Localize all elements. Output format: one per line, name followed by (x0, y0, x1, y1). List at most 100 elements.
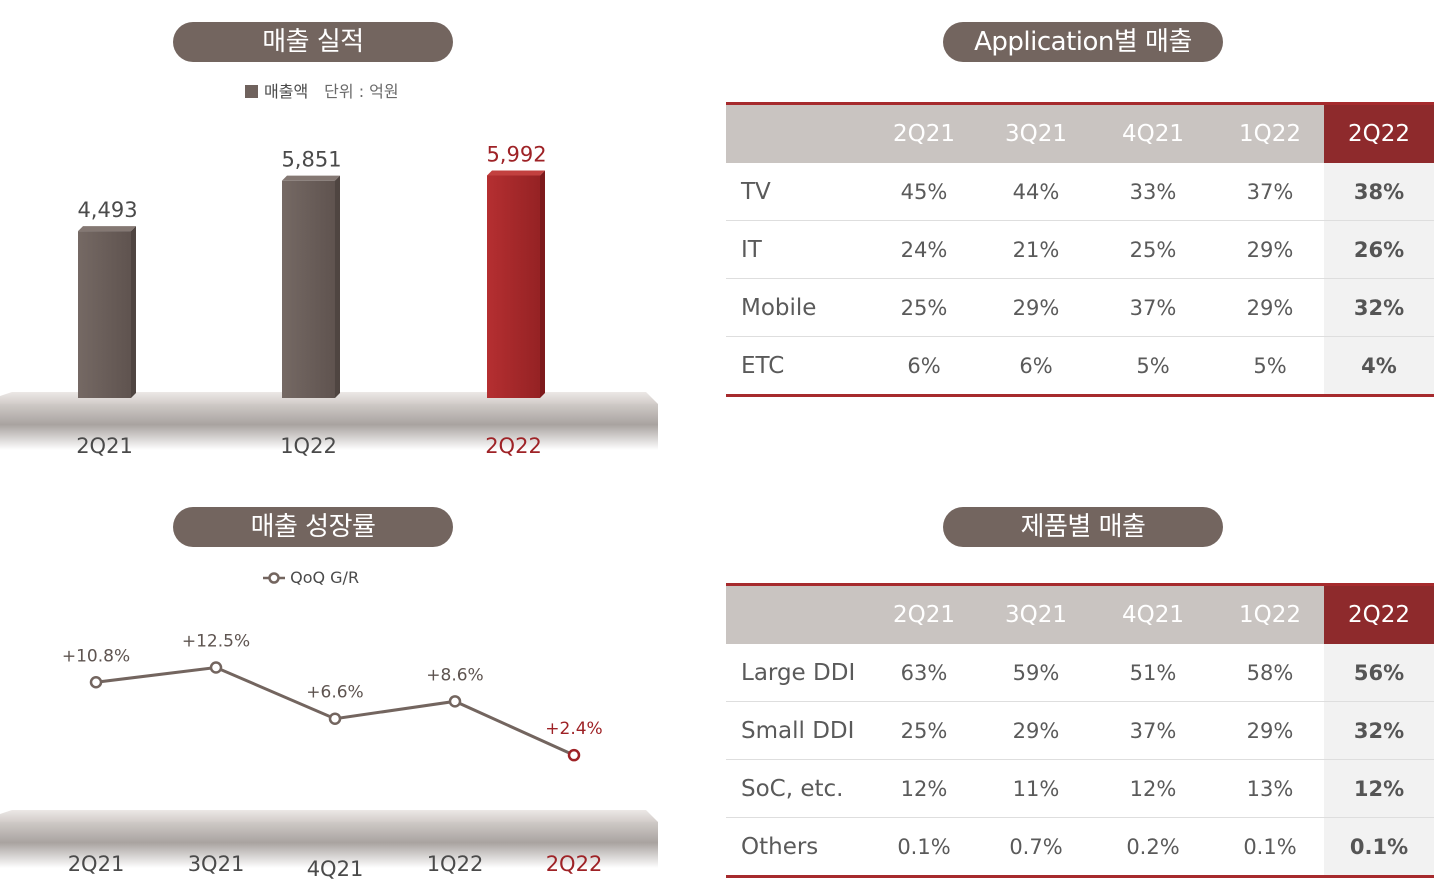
table-cell: 29% (982, 701, 1090, 760)
table-row: ETC 6% 6% 5% 5% 4% (726, 336, 1434, 394)
table-cell: 29% (982, 278, 1090, 337)
table-cell: 12% (1090, 759, 1216, 818)
row-label: Others (741, 833, 819, 860)
table-cell: 26% (1324, 220, 1434, 279)
table-cell: 25% (866, 701, 982, 760)
row-label: IT (726, 220, 866, 279)
table-cell: 5% (1136, 353, 1170, 378)
table-cell: 29% (1216, 701, 1324, 760)
bar-value-label: 5,851 (281, 148, 341, 172)
line-chart-shelf-front (0, 822, 658, 868)
growth-legend-label: QoQ G/R (290, 568, 360, 587)
row-label: Mobile (726, 278, 866, 337)
line-category-label: 2Q22 (546, 852, 603, 876)
table-cell: 0.1% (897, 834, 951, 859)
line-series: +10.8% 2Q21 +12.5% 3Q21 +6.6% 4Q21 +8.6% 1Q22 +2… (62, 632, 603, 880)
table-header-blank (726, 586, 866, 644)
table-header-2Q21: 2Q21 (866, 105, 982, 163)
table-cell: 6% (907, 353, 941, 378)
product-title-pill: 제품별 매출 (943, 507, 1223, 547)
bar-1Q22 (282, 175, 340, 398)
growth-legend: QoQ G/R (263, 568, 359, 587)
product-table-frame: 2Q21 3Q21 4Q21 1Q22 2Q22 Large DDI 63% 59% 51% 5… (726, 583, 1434, 878)
table-header-blank (726, 105, 866, 163)
line-point-2Q21 (89, 676, 103, 689)
line-point-2Q22 (567, 748, 581, 762)
table-cell: 37% (1090, 278, 1216, 337)
row-label: Small DDI (726, 701, 866, 760)
table-cell: 58% (1216, 644, 1324, 702)
bar-value-label: 5,992 (486, 142, 546, 166)
table-cell: 51% (1090, 644, 1216, 702)
line-chart-shelf-top (0, 810, 658, 822)
table-cell: 21% (982, 220, 1090, 279)
table-header-2Q21: 2Q21 (866, 586, 982, 644)
table-row: Others 0.1% 0.7% 0.2% 0.1% 0.1% (726, 817, 1434, 875)
table-cell: 37% (1090, 701, 1216, 760)
table-row: IT 24% 21% 25% 29% 26% (726, 220, 1434, 279)
line-value-label: +2.4% (545, 719, 602, 739)
table-cell: 56% (1324, 644, 1434, 702)
table-cell: 0.1% (1324, 817, 1434, 875)
table-cell: 25% (1090, 220, 1216, 279)
table-cell: 5% (1253, 353, 1287, 378)
table-header-3Q21: 3Q21 (982, 586, 1090, 644)
table-cell: 29% (1216, 220, 1324, 279)
table-row: Large DDI 63% 59% 51% 58% 56% (726, 644, 1434, 702)
application-table-frame: 2Q21 3Q21 4Q21 1Q22 2Q22 TV 45% 44% 33% 37% 38% IT… (726, 102, 1434, 397)
table-header-4Q21: 4Q21 (1090, 586, 1216, 644)
table-cell: 29% (1216, 278, 1324, 337)
line-value-label: +8.6% (426, 665, 483, 685)
table-cell: 38% (1324, 163, 1434, 221)
application-table: 2Q21 3Q21 4Q21 1Q22 2Q22 TV 45% 44% 33% 37% 38% IT… (726, 105, 1434, 394)
table-header-2Q22: 2Q22 (1324, 105, 1434, 163)
table-cell: 59% (982, 644, 1090, 702)
line-point-3Q21 (209, 661, 223, 674)
growth-title-pill: 매출 성장률 (173, 507, 453, 547)
bar-value-label: 4,493 (77, 198, 137, 222)
line-point-4Q21 (328, 712, 342, 725)
sales-legend: 매출액 단위 : 억원 (245, 78, 399, 102)
table-cell: 0.1% (1243, 834, 1297, 859)
table-row: SoC, etc. 12% 11% 12% 13% 12% (726, 759, 1434, 818)
bar-2Q22 (487, 170, 545, 398)
charts-canvas: 4,493 2Q21 5,851 1Q22 5,992 2Q22 +10.8% 2Q21 +1… (0, 142, 658, 880)
line-category-label: 4Q21 (307, 857, 364, 880)
line-category-label: 2Q21 (68, 852, 125, 876)
line-value-label: +6.6% (306, 683, 363, 703)
table-cell: 4% (1324, 336, 1434, 394)
bar-chart-shelf-front (0, 404, 658, 450)
table-cell: 6% (1019, 353, 1053, 378)
table-cell: 45% (866, 163, 982, 221)
table-header-1Q22: 1Q22 (1216, 586, 1324, 644)
table-cell: 0.2% (1126, 834, 1180, 859)
sales-title-pill: 매출 실적 (173, 22, 453, 62)
table-header-row: 2Q21 3Q21 4Q21 1Q22 2Q22 (726, 105, 1434, 163)
table-header-3Q21: 3Q21 (982, 105, 1090, 163)
bar-category-label: 1Q22 (280, 434, 337, 458)
row-label: ETC (741, 352, 785, 379)
row-label: SoC, etc. (726, 759, 866, 818)
legend-square-icon (245, 85, 258, 98)
bar-category-label: 2Q21 (76, 434, 133, 458)
bar-category-label: 2Q22 (485, 434, 542, 458)
table-cell: 33% (1090, 163, 1216, 221)
table-header-row: 2Q21 3Q21 4Q21 1Q22 2Q22 (726, 586, 1434, 644)
table-cell: 13% (1216, 759, 1324, 818)
table-cell: 37% (1216, 163, 1324, 221)
table-cell: 11% (982, 759, 1090, 818)
table-cell: 25% (866, 278, 982, 337)
row-label: Large DDI (726, 644, 866, 702)
sales-unit-label: 단위 : 억원 (324, 82, 399, 101)
application-title-pill: Application별 매출 (943, 22, 1223, 62)
table-header-4Q21: 4Q21 (1090, 105, 1216, 163)
table-cell: 63% (866, 644, 982, 702)
table-header-2Q22: 2Q22 (1324, 586, 1434, 644)
line-value-label: +10.8% (62, 646, 130, 666)
line-value-label: +12.5% (182, 632, 250, 652)
table-header-1Q22: 1Q22 (1216, 105, 1324, 163)
table-cell: 44% (982, 163, 1090, 221)
table-cell: 12% (866, 759, 982, 818)
table-row: Small DDI 25% 29% 37% 29% 32% (726, 701, 1434, 760)
line-category-label: 3Q21 (188, 852, 245, 876)
